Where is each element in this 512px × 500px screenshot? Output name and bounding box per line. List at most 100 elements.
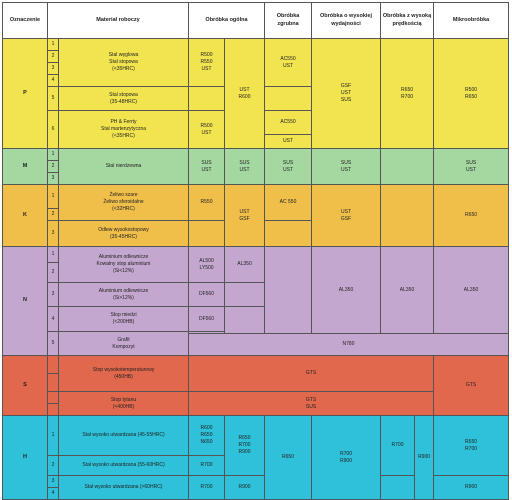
value-cell: DF560 [188, 282, 225, 307]
empty-cell [264, 86, 313, 111]
material-cell: Stop miedzi (<200HB) [58, 306, 189, 332]
material-cell: Stop wysokotemperaturowy (450HB) [58, 355, 189, 392]
row-number [47, 373, 59, 392]
row-number: 1 [47, 148, 59, 161]
row-number: 1 [47, 38, 59, 51]
group-label-h: H [2, 415, 48, 500]
value-cell: SUS UST [311, 148, 382, 185]
group-label-p: P [2, 38, 48, 149]
row-number: 2 [47, 50, 59, 63]
value-cell: R700 R900 [311, 415, 382, 500]
material-cell: PH & Ferrty Stal martenzytyczna (<35HRC) [58, 110, 189, 149]
value-cell: R600 R650 N650 [188, 415, 225, 456]
value-cell: R700 [380, 415, 416, 476]
value-cell: SUS UST [188, 148, 225, 185]
row-number: 3 [47, 172, 59, 185]
material-cell: Stal wysoko utwardzana (55-60HRC) [58, 455, 189, 476]
value-cell: AC550 [264, 110, 313, 135]
value-cell: N780 [187, 333, 510, 356]
value-cell: R650 R700 [433, 415, 510, 476]
row-number: 5 [47, 331, 59, 356]
value-cell: R650 R700 [380, 38, 435, 149]
group-label-k: K [2, 184, 48, 247]
table-row: K 1 Żeliwo szare Żeliwo sferoidalne (<32HR… [2, 184, 510, 247]
value-cell: UST R600 [223, 38, 266, 149]
value-cell: R500 R650 [433, 38, 510, 149]
header-ogolna: Obróbka ogólna [187, 2, 266, 39]
table-row: 5 Grafit Kompozyt [3, 331, 509, 356]
material-cell: Stal wysoko utwardzana (>60HRC) [58, 475, 189, 500]
table-row: N780 [3, 333, 510, 356]
header-mikro: Mikroobróbka [433, 2, 510, 39]
row-number: 1 [47, 184, 59, 209]
header-wydajnosci: Obróbka o wysokiej wydajności [311, 2, 382, 39]
table-row: 2 [3, 208, 509, 221]
value-cell: AL350 [311, 246, 382, 334]
row-number: 1 [47, 415, 59, 456]
value-cell: SUS UST [264, 148, 313, 185]
material-cell: Aluminium odlewnicze (Si>12%) [58, 282, 189, 307]
row-number: 6 [47, 110, 59, 149]
value-cell: R700 [188, 475, 225, 500]
header-oznaczenie: Oznaczenie [2, 2, 48, 39]
row-number: 3 [47, 475, 59, 488]
row-number: 2 [47, 262, 59, 283]
value-cell: UST [264, 134, 313, 149]
value-cell: R650 R700 R900 [223, 415, 266, 476]
value-cell: R650 [264, 415, 313, 500]
value-cell: R500 UST [188, 110, 225, 149]
group-label-n: N [2, 246, 48, 356]
row-number: 2 [47, 208, 59, 221]
material-cell: Stal stopowa (35-48HRC) [58, 86, 189, 111]
material-cell: Stal węglowa Stal stopowa (<35HRC) [58, 38, 189, 87]
group-label-m: M [2, 148, 48, 185]
value-cell: SUS UST [223, 148, 266, 185]
table-row: 5 Stal stopowa (35-48HRC) [3, 86, 509, 111]
value-cell: GTS SUS [187, 391, 435, 416]
material-cell: Stop tytanu (<400HB) [58, 391, 189, 416]
table-row: 3 Stal wysoko utwardzana (>60HRC) R700 R… [3, 475, 510, 500]
material-cell: Stal wysoko utwardzana (45-55HRC) [58, 415, 189, 456]
value-cell: AL350 [380, 246, 435, 334]
value-cell: GTS [187, 355, 435, 392]
value-cell: R650 [433, 184, 510, 247]
empty-cell [264, 220, 313, 247]
empty-cell [264, 246, 313, 334]
value-cell: UST GSF [223, 184, 266, 247]
empty-cell [380, 475, 416, 500]
row-number: 2 [47, 160, 59, 173]
table-row: 3 Aluminium odlewnicze (Si>12%) DF560 [3, 282, 509, 307]
value-cell: R700 [188, 455, 225, 476]
row-number [47, 391, 59, 404]
material-cell: Żeliwo szare Żeliwo sferoidalne (<32HRC) [58, 184, 189, 221]
value-cell: DF560 [188, 306, 225, 332]
row-number: 5 [47, 86, 59, 111]
header-zgrubna: Obróbka zgrubna [264, 2, 313, 39]
group-label-s: S [2, 355, 48, 416]
empty-cell [380, 148, 435, 185]
table-row: S Stop wysokotemperaturowy (450HB) GTS GT… [2, 355, 510, 416]
header-material: Materiał roboczy [47, 2, 189, 39]
row-number [47, 355, 59, 374]
row-number: 4 [47, 306, 59, 332]
table-row: 3 [3, 62, 509, 75]
empty-cell [188, 86, 225, 111]
value-cell: R500 R550 UST [188, 38, 225, 87]
table-row: M 1 Stal nierdzewna SUS UST SUS UST SUS UST… [2, 148, 510, 185]
value-cell: R900 [223, 475, 266, 500]
value-cell: AL350 [433, 246, 510, 334]
material-cell: Aluminium odlewnicze Kowalny stop alumini… [58, 246, 189, 283]
value-cell: R900 [433, 475, 510, 500]
table-row: 4 Stop miedzi (<200HB) DF560 [3, 306, 509, 334]
value-cell: GTS [433, 355, 510, 416]
table-row: N 1 Aluminium odlewnicze Kowalny stop alu… [2, 246, 510, 356]
value-cell: AC 550 [264, 184, 313, 221]
table-row: H 1 Stal wysoko utwardzana (45-55HRC) R6… [2, 415, 510, 500]
row-number: 4 [47, 74, 59, 87]
row-number: 3 [47, 62, 59, 75]
value-cell: SUS UST [433, 148, 510, 185]
value-cell: AL500 LY500 [188, 246, 225, 283]
row-number: 3 [47, 220, 59, 247]
header-predkosc: Obróbka z wysoką prędkością [380, 2, 435, 39]
